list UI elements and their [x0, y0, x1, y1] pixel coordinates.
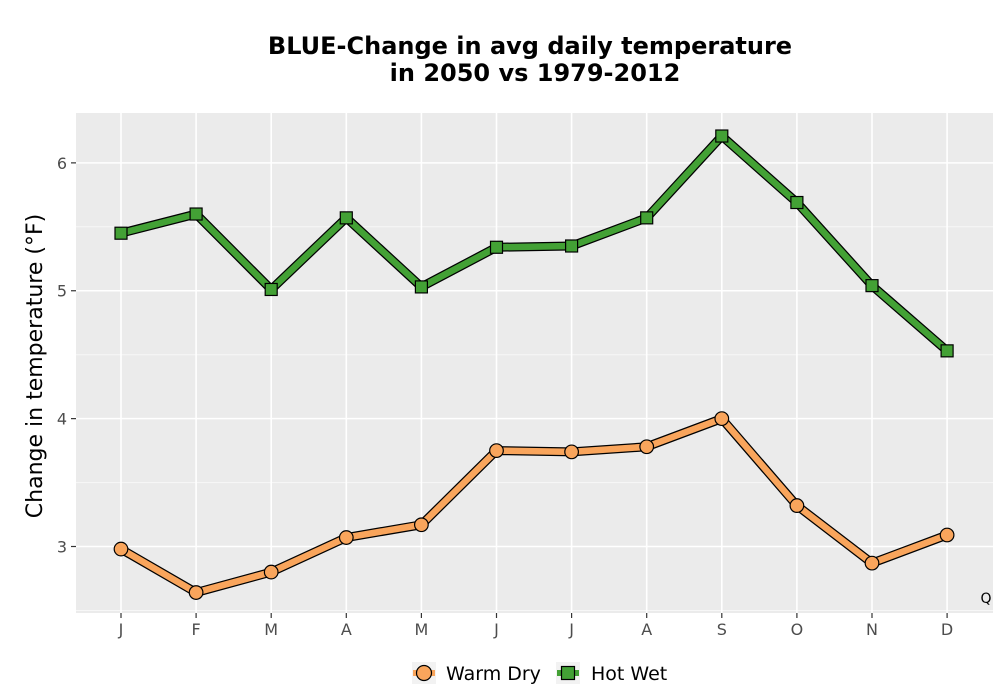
corner-label: Q [980, 591, 991, 607]
y-axis-ticks: 3 4 5 6 [57, 154, 76, 557]
y-axis-label: Change in temperature (°F) [23, 214, 48, 518]
x-tick-label: A [641, 620, 652, 639]
data-point-warm-dry [714, 411, 730, 427]
x-tick-label: D [941, 620, 953, 639]
data-point-hot-wet [940, 344, 954, 358]
data-point-warm-dry [864, 555, 880, 571]
plot-panel [76, 113, 993, 613]
data-point-warm-dry [639, 439, 655, 455]
data-point-hot-wet [564, 239, 579, 253]
chart-title-line-1: BLUE-Change in avg daily temperature [268, 32, 792, 60]
data-point-warm-dry [489, 443, 504, 458]
data-point-warm-dry [564, 444, 579, 460]
data-point-hot-wet [189, 207, 203, 221]
data-point-warm-dry [789, 498, 805, 513]
chart-title-line-2: in 2050 vs 1979-2012 [390, 59, 681, 87]
legend-marker-hot-wet [560, 665, 576, 681]
legend-item-warm-dry: Warm Dry [412, 662, 541, 685]
x-tick-label: J [493, 620, 499, 639]
series-layer [113, 129, 955, 600]
legend-label-hot-wet: Hot Wet [591, 663, 667, 685]
y-tick-label: 5 [57, 282, 67, 301]
series-line-hot-wet [120, 132, 950, 354]
x-tick-label: M [264, 620, 278, 639]
x-tick-label: J [568, 620, 574, 639]
x-tick-label: S [717, 620, 727, 639]
data-point-hot-wet [339, 211, 353, 225]
data-point-warm-dry [338, 530, 354, 545]
x-tick-label: A [341, 620, 352, 639]
data-point-hot-wet [715, 129, 729, 143]
legend: Warm Dry Hot Wet [412, 662, 667, 685]
data-point-hot-wet [264, 282, 278, 297]
y-tick-label: 6 [57, 154, 67, 173]
data-point-hot-wet [640, 211, 654, 225]
x-tick-label: O [791, 620, 804, 639]
data-point-hot-wet [489, 240, 504, 254]
x-tick-label: M [414, 620, 428, 639]
data-point-warm-dry [113, 541, 129, 557]
x-tick-label: F [191, 620, 200, 639]
major-gridlines [76, 113, 993, 613]
data-point-warm-dry [939, 527, 955, 543]
legend-label-warm-dry: Warm Dry [446, 663, 541, 685]
x-tick-label: J [118, 620, 124, 639]
y-tick-label: 4 [57, 410, 67, 429]
data-point-warm-dry [263, 564, 279, 580]
data-point-hot-wet [790, 195, 804, 210]
data-point-warm-dry [188, 585, 204, 600]
legend-item-hot-wet: Hot Wet [556, 662, 667, 685]
series-line-warm-dry [119, 415, 949, 596]
data-point-hot-wet [865, 279, 879, 293]
y-tick-label: 3 [57, 538, 67, 557]
minor-gridlines [76, 226, 993, 611]
x-tick-label: N [866, 620, 878, 639]
legend-marker-warm-dry [415, 664, 433, 682]
data-point-hot-wet [114, 226, 128, 240]
data-point-hot-wet [414, 280, 428, 294]
data-point-warm-dry [414, 517, 429, 533]
